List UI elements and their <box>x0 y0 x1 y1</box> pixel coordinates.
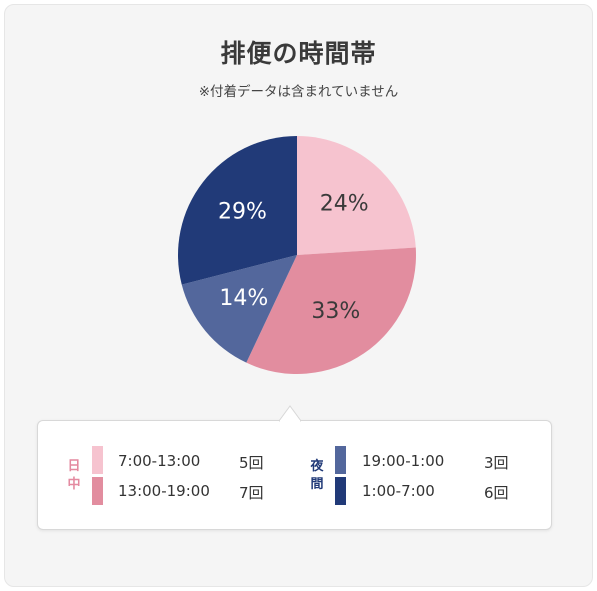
legend-day-label: 日中 <box>67 459 81 492</box>
slice-1-7 <box>178 136 297 285</box>
slice-13-19 <box>246 247 417 374</box>
legend-swatch-day-late <box>92 477 103 505</box>
legend-time-night-late: 1:00-7:00 <box>362 482 435 500</box>
slice-label-7-13: 24% <box>320 192 369 217</box>
chart-title: 排便の時間帯 <box>220 39 377 68</box>
slice-label-19-1: 14% <box>219 286 268 311</box>
legend-swatch-night-late <box>335 477 346 505</box>
pie-chart: 24% 33% 14% 29% <box>178 136 417 374</box>
slice-19-1 <box>181 255 297 363</box>
legend-box: 日中 7:00-13:00 5回 13:00-19:00 7回 夜間 19:00… <box>37 420 552 530</box>
legend-night-label: 夜間 <box>310 459 324 492</box>
legend-count-night-early: 3回 <box>484 454 509 472</box>
slice-7-13 <box>297 136 416 255</box>
legend-time-day-late: 13:00-19:00 <box>118 482 210 500</box>
legend-count-day-early: 5回 <box>239 454 264 472</box>
legend-count-day-late: 7回 <box>239 484 264 502</box>
legend-time-night-early: 19:00-1:00 <box>362 452 445 470</box>
chart-subtitle: ※付着データは含まれていません <box>198 84 399 100</box>
legend-swatch-day-early <box>92 446 103 474</box>
legend-swatch-night-early <box>335 446 346 474</box>
legend-count-night-late: 6回 <box>484 484 509 502</box>
slice-label-13-19: 33% <box>311 299 360 324</box>
legend-time-day-early: 7:00-13:00 <box>118 452 201 470</box>
slice-label-1-7: 29% <box>218 200 267 225</box>
